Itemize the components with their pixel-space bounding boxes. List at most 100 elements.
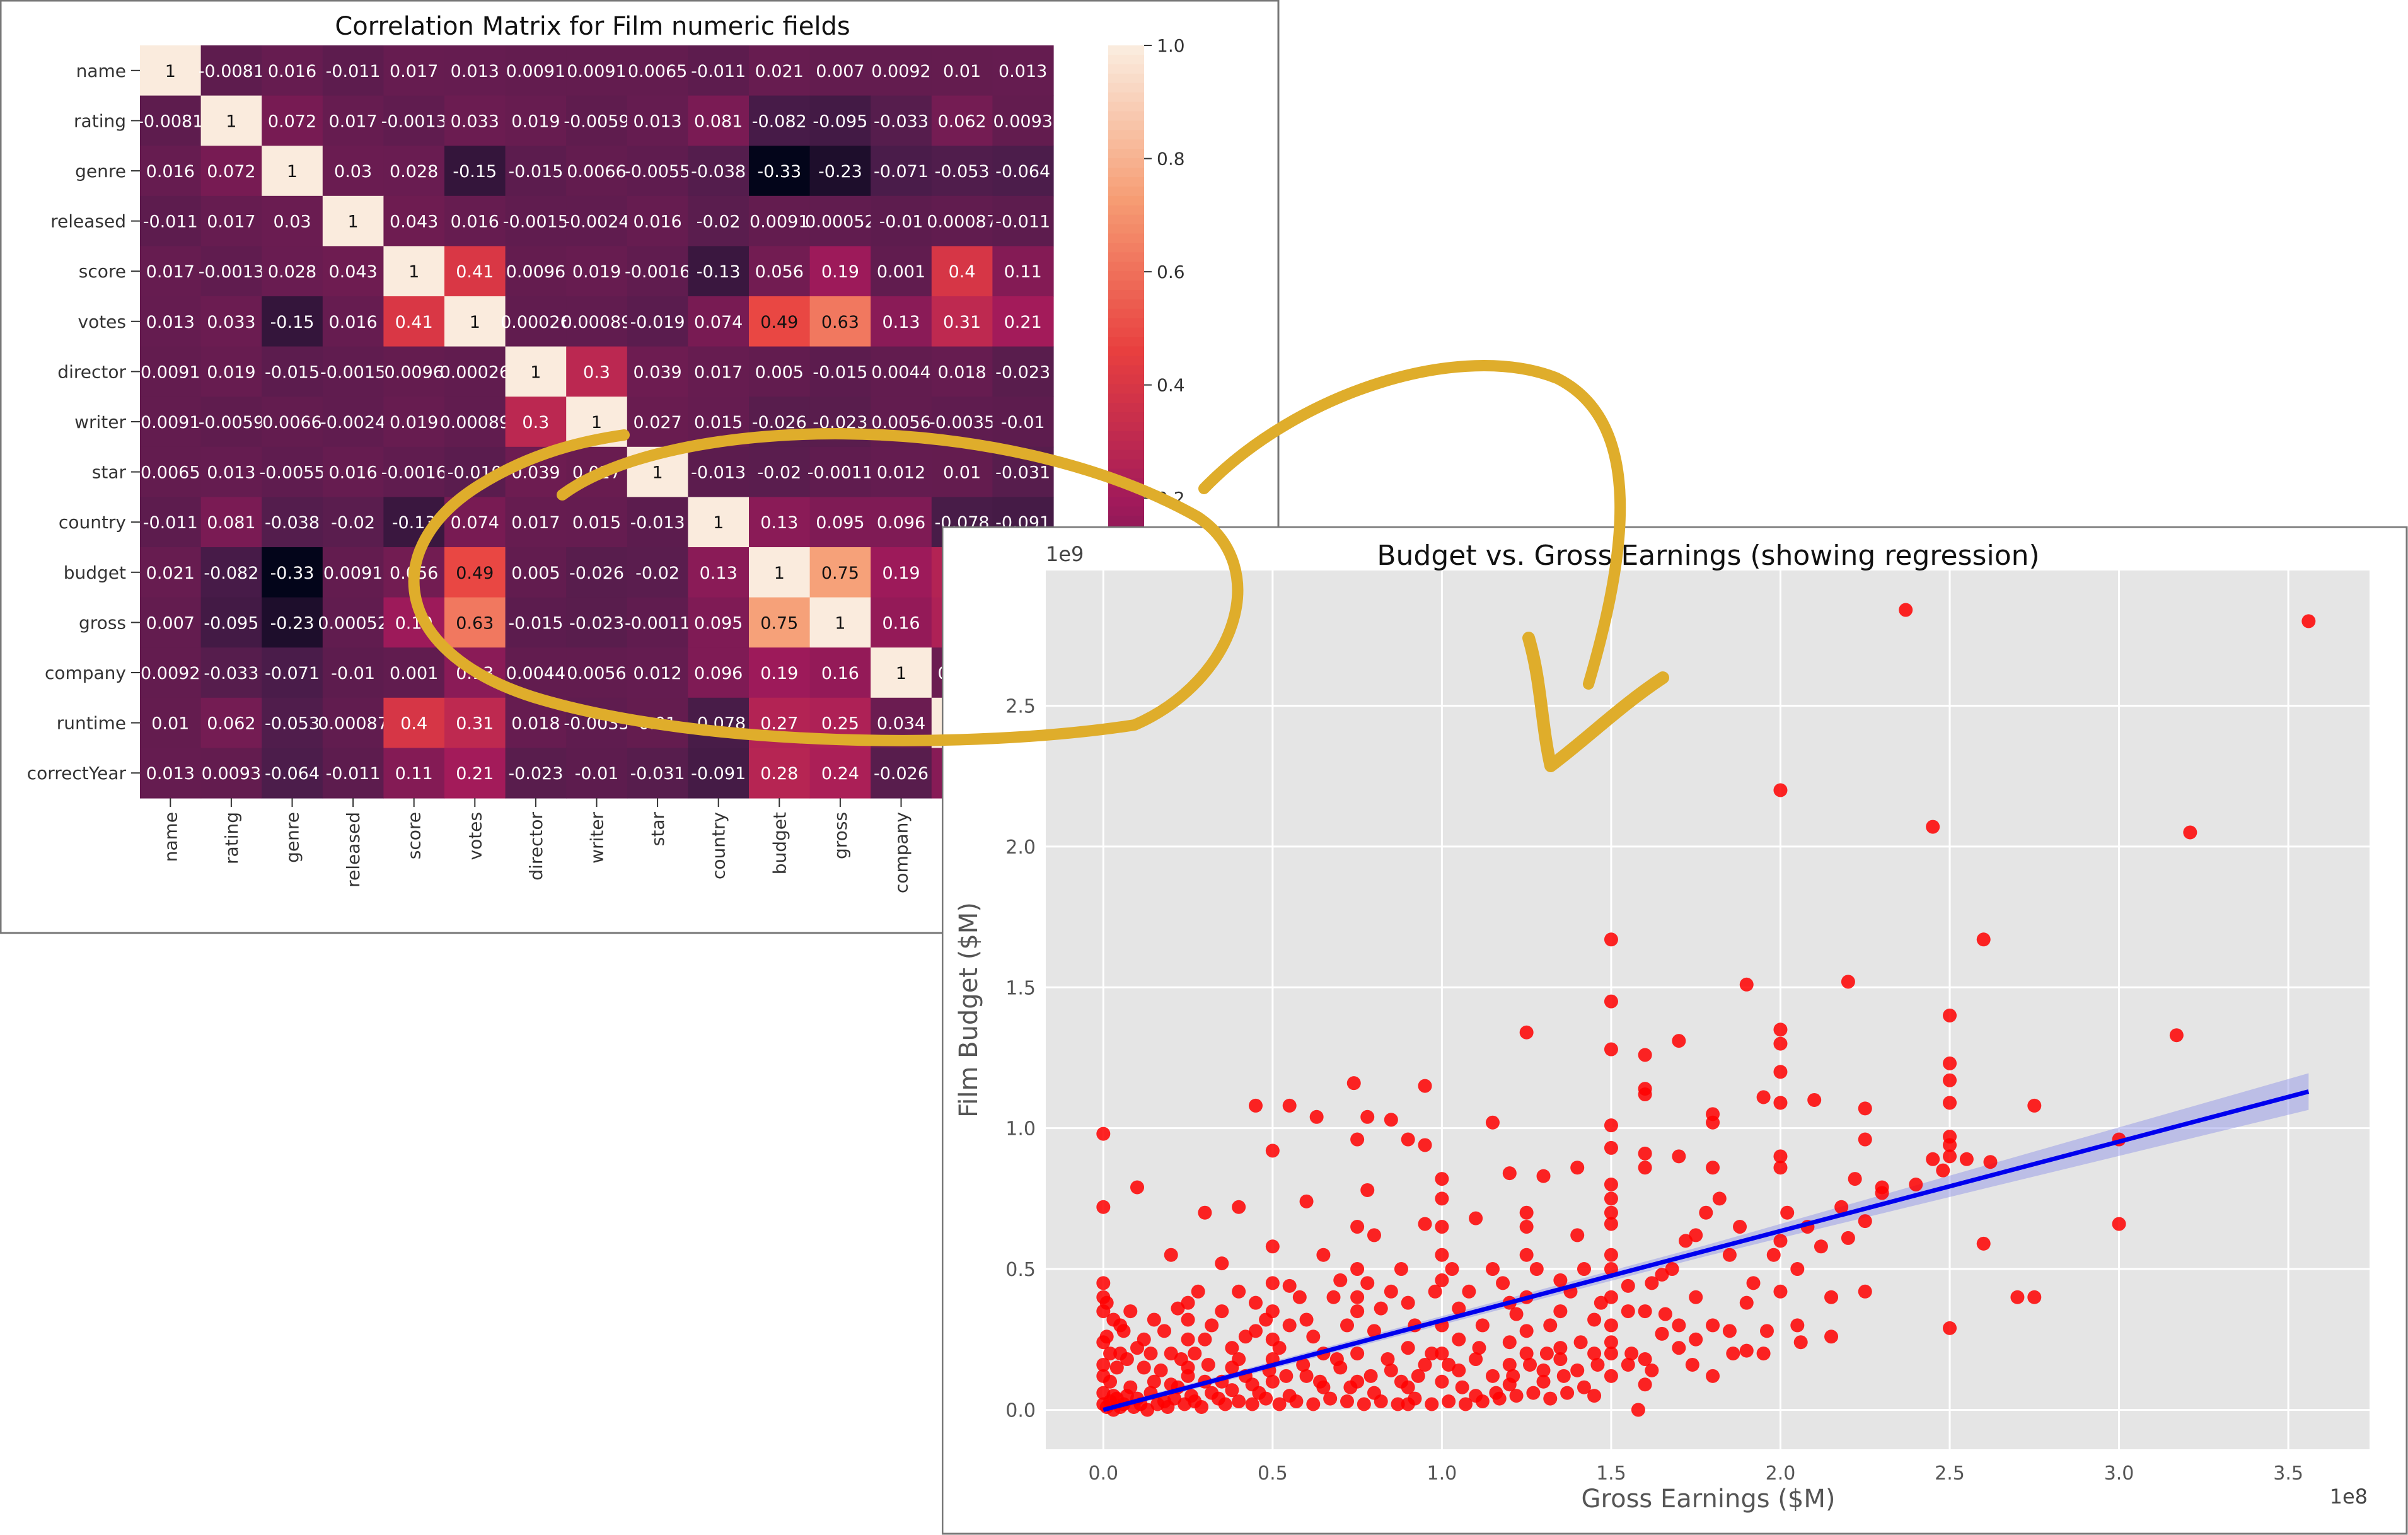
heatmap-cell bbox=[200, 296, 262, 347]
heatmap-cell bbox=[871, 346, 932, 397]
heatmap-cell-value: 0.016 bbox=[633, 212, 681, 232]
scatter-point bbox=[1401, 1132, 1415, 1147]
heatmap-cell bbox=[322, 346, 384, 397]
scatter-point bbox=[1604, 1248, 1618, 1262]
heatmap-cell-value: 0.056 bbox=[755, 262, 804, 282]
scatter-point bbox=[1604, 1290, 1618, 1304]
colorbar-segment bbox=[1108, 422, 1144, 432]
scatter-point bbox=[1543, 1318, 1558, 1333]
scatter-point bbox=[1299, 1369, 1314, 1383]
scatter-point bbox=[1841, 975, 1855, 989]
heatmap-cell bbox=[444, 296, 506, 347]
scatter-point bbox=[1604, 1140, 1618, 1155]
heatmap-cell bbox=[688, 748, 750, 799]
scatter-point bbox=[1299, 1312, 1314, 1327]
y-tick-label: 0.0 bbox=[1005, 1399, 1036, 1422]
heatmap-cell-value: -0.23 bbox=[270, 613, 315, 633]
scatter-point bbox=[1265, 1374, 1280, 1389]
heatmap-cell bbox=[749, 45, 811, 96]
heatmap-cell-value: 0.039 bbox=[511, 463, 560, 483]
heatmap-cell bbox=[566, 296, 628, 347]
scatter-point bbox=[1147, 1374, 1161, 1389]
heatmap-cell-value: 0.0056 bbox=[871, 413, 930, 432]
heatmap-cell bbox=[992, 296, 1054, 347]
heatmap-col-label: star bbox=[647, 812, 668, 847]
heatmap-cell bbox=[262, 45, 323, 96]
heatmap-cell bbox=[262, 547, 323, 598]
heatmap-cell bbox=[322, 597, 384, 648]
heatmap-cell bbox=[200, 597, 262, 648]
plot-area bbox=[1046, 571, 2370, 1449]
scatter-point bbox=[1455, 1380, 1469, 1394]
scatter-point bbox=[1587, 1312, 1602, 1327]
heatmap-cell-value: 0.033 bbox=[207, 313, 255, 332]
heatmap-cell bbox=[505, 95, 567, 146]
scatter-point bbox=[1529, 1262, 1544, 1277]
scatter-point bbox=[1645, 1363, 1659, 1377]
scatter-point bbox=[1604, 1118, 1618, 1133]
heatmap-cell-value: -0.0055 bbox=[259, 463, 325, 483]
heatmap-cell-value: 0.028 bbox=[268, 262, 316, 282]
heatmap-cell bbox=[262, 346, 323, 397]
heatmap-col-label: score bbox=[404, 812, 425, 859]
heatmap-cell bbox=[688, 346, 750, 397]
scatter-point bbox=[1313, 1374, 1328, 1389]
scatter-point bbox=[1181, 1332, 1195, 1347]
scatter-point bbox=[1272, 1341, 1287, 1355]
heatmap-cell bbox=[749, 748, 811, 799]
heatmap-cell bbox=[140, 296, 202, 347]
scatter-point bbox=[1604, 932, 1618, 947]
heatmap-cell-value: 0.4 bbox=[400, 714, 427, 734]
scatter-point bbox=[1604, 994, 1618, 1009]
scatter-point bbox=[1218, 1397, 1232, 1411]
colorbar-segment bbox=[1108, 337, 1144, 347]
scatter-point bbox=[1316, 1248, 1331, 1262]
colorbar-segment bbox=[1108, 54, 1144, 65]
colorbar-segment bbox=[1108, 440, 1144, 451]
heatmap-cell-value: -0.0016 bbox=[381, 463, 447, 483]
heatmap-cell bbox=[200, 397, 262, 448]
colorbar-segment bbox=[1108, 195, 1144, 206]
heatmap-cell-value: 0.49 bbox=[456, 564, 494, 583]
scatter-point bbox=[1232, 1284, 1246, 1299]
scatter-point bbox=[1171, 1301, 1185, 1316]
heatmap-cell-value: -0.011 bbox=[326, 62, 381, 81]
scatter-point bbox=[1374, 1301, 1388, 1316]
scatter-point bbox=[1452, 1363, 1466, 1377]
scatter-point bbox=[1875, 1186, 1889, 1200]
colorbar-segment bbox=[1108, 92, 1144, 103]
scatter-point bbox=[1109, 1360, 1124, 1375]
heatmap-cell-value: 0.018 bbox=[511, 714, 560, 734]
heatmap-cell-value: -0.02 bbox=[331, 513, 375, 533]
x-tick-label: 0.0 bbox=[1088, 1463, 1118, 1485]
x-tick-label: 2.5 bbox=[1935, 1463, 1965, 1485]
scatter-point bbox=[1689, 1228, 1703, 1242]
heatmap-cell-value: -0.0035 bbox=[929, 413, 995, 432]
scatter-point bbox=[1329, 1352, 1344, 1367]
heatmap-cell bbox=[931, 45, 993, 96]
scatter-point bbox=[1909, 1178, 1923, 1192]
scatter-point bbox=[1435, 1374, 1449, 1389]
heatmap-cell-value: -0.13 bbox=[392, 513, 436, 533]
heatmap-cell-value: 0.081 bbox=[694, 112, 743, 131]
heatmap-cell-value: 0.4 bbox=[949, 262, 976, 282]
heatmap-cell-value: 0.0091 bbox=[141, 413, 200, 432]
heatmap-cell-value: -0.0081 bbox=[137, 112, 203, 131]
scatter-point bbox=[1496, 1276, 1510, 1290]
scatter-point bbox=[1333, 1273, 1348, 1287]
heatmap-cell-value: -0.33 bbox=[270, 564, 315, 583]
heatmap-cell-value: -0.0059 bbox=[564, 112, 629, 131]
scatter-point bbox=[1205, 1386, 1219, 1400]
scatter-point bbox=[1624, 1347, 1639, 1361]
scatter-point bbox=[1130, 1180, 1145, 1195]
scatter-point bbox=[1442, 1394, 1456, 1409]
heatmap-cells: 1 -0.0081 0.016 -0.011 0.017 0.013 0.0091 0.009… bbox=[137, 45, 1054, 799]
heatmap-cell bbox=[931, 146, 993, 197]
heatmap-cell bbox=[505, 45, 567, 96]
scatter-point bbox=[1296, 1357, 1311, 1372]
heatmap-cell-value: -0.064 bbox=[995, 162, 1050, 182]
scatter-point bbox=[1360, 1276, 1375, 1290]
colorbar-segment bbox=[1108, 449, 1144, 460]
scatter-point bbox=[1570, 1161, 1585, 1175]
scatter-point bbox=[1282, 1098, 1297, 1113]
